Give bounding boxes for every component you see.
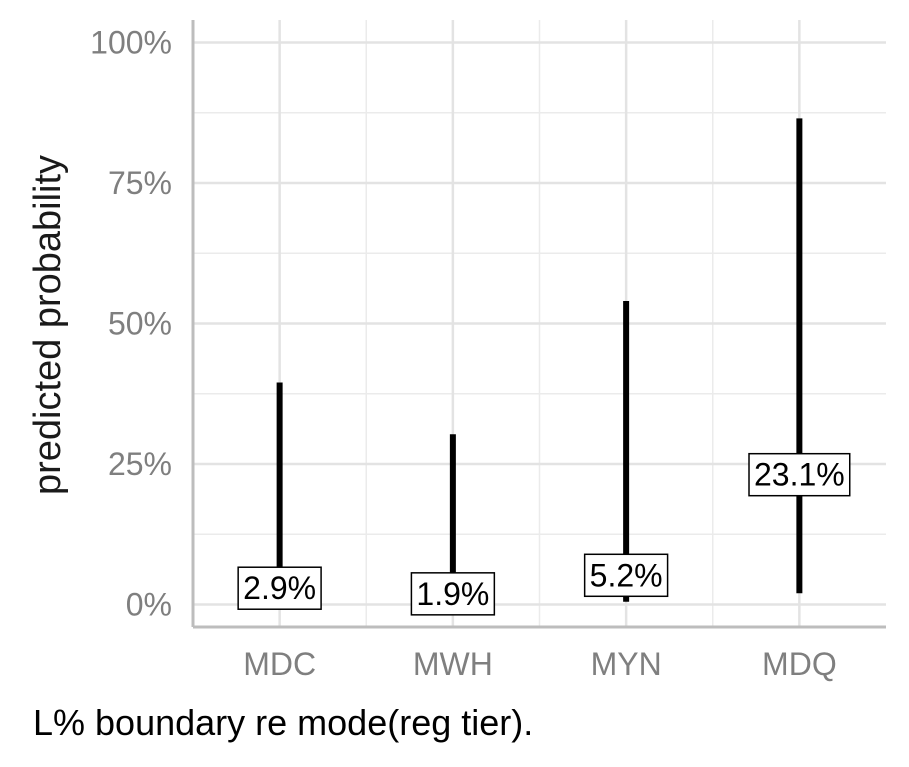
y-tick-label: 50% — [108, 306, 172, 342]
x-tick-label: MDQ — [762, 646, 837, 682]
caption: L% boundary re mode(reg tier). — [33, 702, 533, 743]
data-label-text: 2.9% — [243, 570, 316, 606]
y-tick-label: 25% — [108, 446, 172, 482]
data-label-mwh: 1.9% — [410, 572, 496, 616]
y-axis-title: predicted probability — [27, 155, 69, 495]
data-label-mdc: 2.9% — [237, 566, 322, 610]
axes — [191, 20, 886, 629]
data-labels: 2.9% 1.9% 5.2% 23.1% — [237, 452, 851, 616]
data-label-text: 1.9% — [416, 576, 489, 612]
x-tick-label: MWH — [413, 646, 493, 682]
x-tick-label: MDC — [243, 646, 316, 682]
data-label-box — [583, 553, 669, 598]
data-label-mdq: 23.1% — [748, 452, 851, 497]
data-label-box — [410, 572, 496, 616]
data-label-text: 23.1% — [754, 457, 845, 493]
data-label-box — [237, 566, 322, 610]
tick-labels: 0% 25% 50% 75% 100% MDC MWH MYN MDQ — [90, 24, 837, 682]
y-tick-label: 100% — [90, 24, 172, 60]
data-label-text: 5.2% — [590, 557, 663, 593]
y-tick-label: 0% — [126, 587, 172, 623]
data-label-box — [748, 452, 851, 497]
x-tick-label: MYN — [591, 646, 662, 682]
data-label-myn: 5.2% — [583, 553, 669, 598]
minor-gridlines — [193, 20, 886, 627]
y-tick-label: 75% — [108, 165, 172, 201]
